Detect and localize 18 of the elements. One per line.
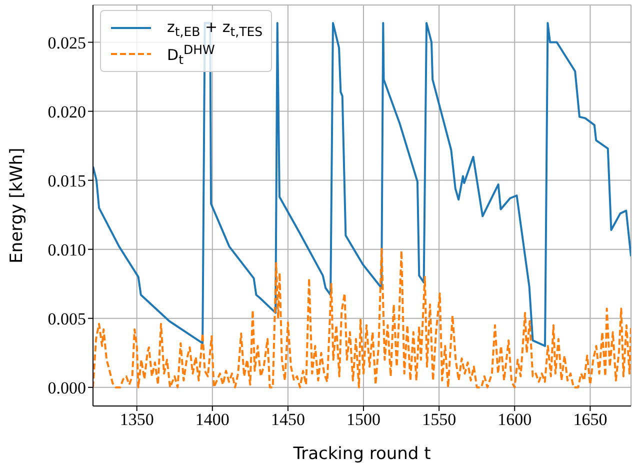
line-series: [93, 22, 631, 347]
y-tick-label: 0.025: [48, 33, 86, 52]
y-tick-label: 0.015: [48, 171, 86, 190]
x-tick-label: 1400: [195, 410, 230, 430]
y-tick-label: 0.005: [48, 309, 86, 328]
x-axis-title: Tracking round t: [292, 444, 432, 463]
legend-label: z$_{t,EB}$ + z$_{t,TES}$: [167, 18, 263, 38]
x-tick-label: 1600: [498, 410, 532, 430]
x-tick-label: 1450: [270, 410, 305, 430]
y-tick-label: 0.010: [48, 240, 86, 260]
y-axis-title: Energy [kWh]: [7, 148, 28, 264]
x-tick-label: 1350: [120, 410, 154, 430]
x-tick-label: 1650: [573, 410, 608, 430]
y-tick-label: 0.020: [48, 102, 86, 122]
y-tick-label: 0.000: [48, 378, 86, 398]
x-tick-label: 1550: [422, 410, 456, 430]
x-tick-label: 1500: [346, 410, 381, 430]
line-series: [93, 246, 631, 388]
